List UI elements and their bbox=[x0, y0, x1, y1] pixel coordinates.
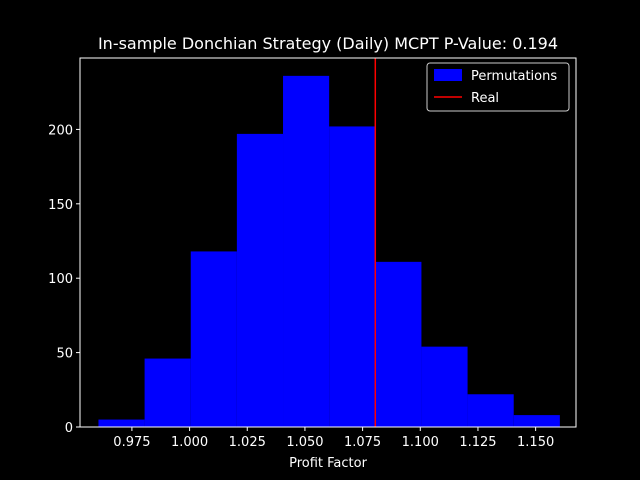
chart-title: In-sample Donchian Strategy (Daily) MCPT… bbox=[98, 34, 558, 53]
histogram-bar bbox=[236, 133, 284, 428]
histogram-bars bbox=[98, 75, 560, 428]
histogram-bar bbox=[375, 261, 422, 427]
legend-permutations-swatch bbox=[434, 69, 462, 81]
x-tick-label: 1.150 bbox=[517, 435, 554, 450]
y-tick-label: 50 bbox=[56, 347, 73, 362]
x-tick-label: 1.075 bbox=[344, 435, 381, 450]
histogram-bar bbox=[144, 358, 191, 427]
legend-real-label: Real bbox=[471, 91, 499, 106]
histogram-bar bbox=[283, 75, 330, 428]
x-axis-ticks: 0.975 1.000 1.025 1.050 1.075 1.100 1.125 1.150 bbox=[113, 427, 554, 450]
histogram-bar bbox=[421, 346, 468, 427]
legend-permutations-label: Permutations bbox=[471, 69, 557, 84]
x-tick-label: 1.100 bbox=[402, 435, 439, 450]
x-tick-label: 1.025 bbox=[229, 435, 266, 450]
y-tick-label: 0 bbox=[65, 421, 73, 436]
legend-box bbox=[426, 62, 570, 112]
histogram-bar bbox=[190, 251, 237, 427]
y-tick-label: 150 bbox=[48, 198, 73, 213]
x-tick-label: 1.125 bbox=[459, 435, 496, 450]
y-tick-label: 200 bbox=[48, 123, 73, 138]
y-tick-label: 100 bbox=[48, 272, 73, 287]
histogram-bar bbox=[98, 419, 145, 427]
x-tick-label: 0.975 bbox=[113, 435, 150, 450]
histogram-bar bbox=[329, 126, 376, 428]
x-axis-label: Profit Factor bbox=[289, 456, 367, 471]
legend: Permutations Real bbox=[426, 62, 570, 112]
x-tick-label: 1.000 bbox=[171, 435, 208, 450]
x-tick-label: 1.050 bbox=[286, 435, 323, 450]
plot-area-frame bbox=[79, 57, 577, 428]
histogram-bar bbox=[467, 394, 514, 427]
y-axis-ticks: 0 50 100 150 200 bbox=[48, 123, 80, 436]
histogram-bar bbox=[513, 415, 560, 427]
